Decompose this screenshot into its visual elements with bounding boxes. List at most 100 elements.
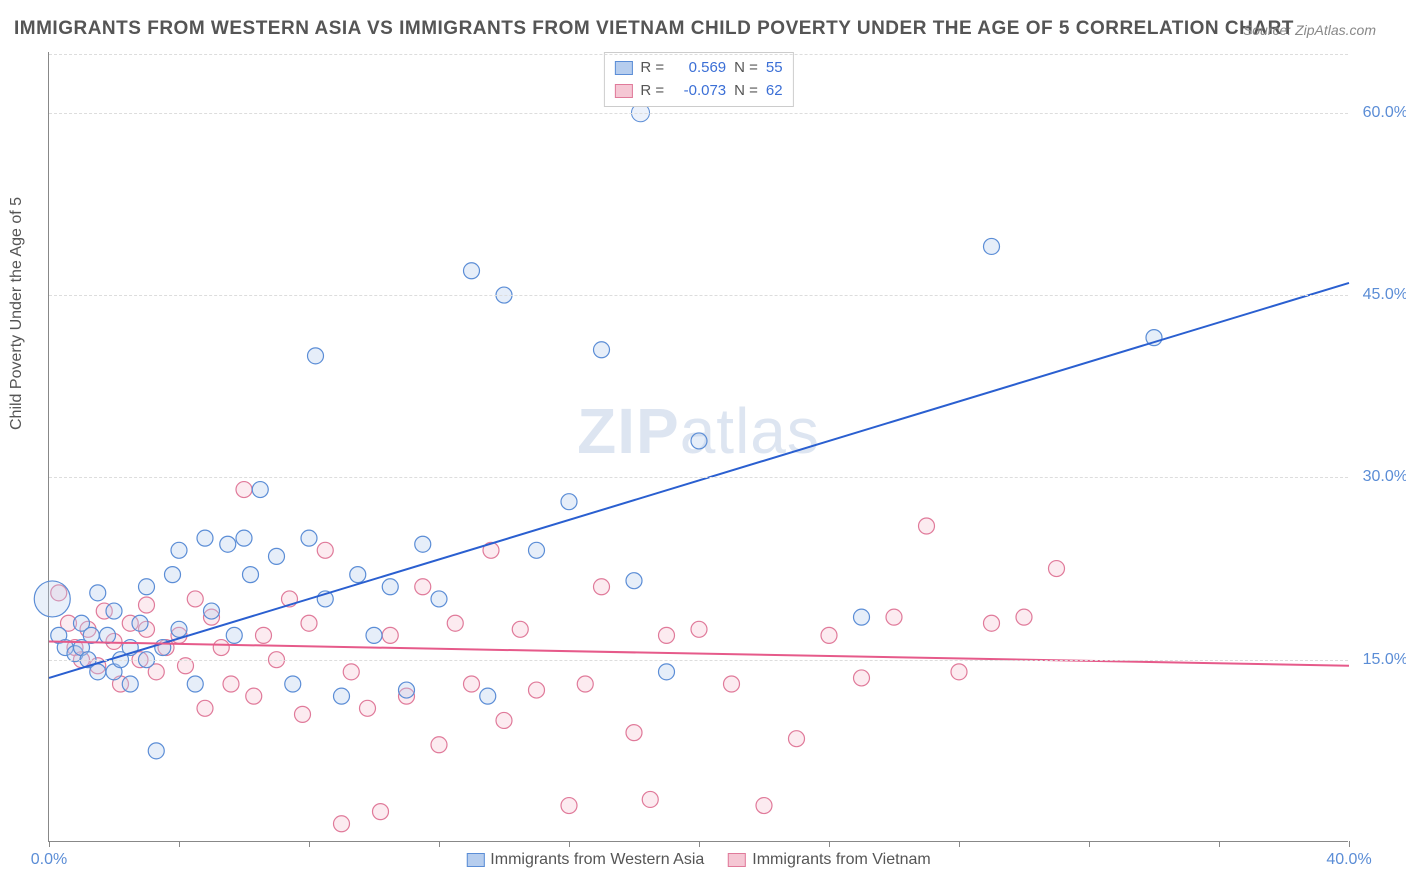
chart-title: IMMIGRANTS FROM WESTERN ASIA VS IMMIGRAN… [14, 18, 1294, 40]
legend-item-b: Immigrants from Vietnam [728, 851, 930, 869]
scatter-point-b [360, 700, 376, 716]
xtick [179, 841, 180, 847]
scatter-point-b [529, 682, 545, 698]
correlation-row-a: R = 0.569 N = 55 [614, 57, 782, 80]
scatter-point-a [187, 676, 203, 692]
scatter-point-a [382, 579, 398, 595]
scatter-point-b [691, 621, 707, 637]
scatter-point-b [139, 597, 155, 613]
source-label: Source: [1243, 22, 1291, 38]
n-value-b: 62 [766, 80, 783, 103]
scatter-point-a [171, 542, 187, 558]
scatter-point-a [165, 567, 181, 583]
swatch-series-a [614, 61, 632, 75]
scatter-point-a [415, 536, 431, 552]
scatter-point-b [415, 579, 431, 595]
correlation-legend: R = 0.569 N = 55 R = -0.073 N = 62 [603, 52, 793, 107]
r-value-b: -0.073 [672, 80, 726, 103]
scatter-point-b [256, 627, 272, 643]
source-attribution: Source: ZipAtlas.com [1243, 22, 1376, 38]
scatter-point-a [301, 530, 317, 546]
scatter-point-b [886, 609, 902, 625]
scatter-point-b [984, 615, 1000, 631]
xtick [1349, 841, 1350, 847]
trend-line-a [49, 283, 1349, 678]
scatter-point-b [854, 670, 870, 686]
scatter-point-a [148, 743, 164, 759]
scatter-point-a [366, 627, 382, 643]
scatter-point-a [285, 676, 301, 692]
scatter-point-b [821, 627, 837, 643]
scatter-point-a [90, 664, 106, 680]
scatter-point-b [512, 621, 528, 637]
scatter-point-a [252, 482, 268, 498]
swatch-bottom-b [728, 853, 746, 867]
legend-label-b: Immigrants from Vietnam [752, 851, 930, 869]
gridline-h [49, 660, 1348, 661]
legend-label-a: Immigrants from Western Asia [490, 851, 704, 869]
scatter-point-a [350, 567, 366, 583]
scatter-point-b [1016, 609, 1032, 625]
scatter-point-b [626, 725, 642, 741]
scatter-point-a [308, 348, 324, 364]
scatter-point-a [594, 342, 610, 358]
xtick [699, 841, 700, 847]
chart-svg [49, 52, 1348, 841]
scatter-point-b [334, 816, 350, 832]
scatter-point-a [984, 238, 1000, 254]
scatter-point-a [132, 615, 148, 631]
scatter-point-b [447, 615, 463, 631]
xtick [439, 841, 440, 847]
scatter-point-a [139, 579, 155, 595]
scatter-point-a [106, 603, 122, 619]
scatter-point-a [659, 664, 675, 680]
xtick [829, 841, 830, 847]
scatter-point-b [373, 804, 389, 820]
scatter-point-a [431, 591, 447, 607]
scatter-point-a [171, 621, 187, 637]
scatter-point-a-large [34, 581, 70, 617]
scatter-point-a [100, 627, 116, 643]
scatter-point-b [594, 579, 610, 595]
series-legend: Immigrants from Western Asia Immigrants … [466, 851, 930, 869]
trend-line-b [49, 641, 1349, 665]
scatter-point-b [951, 664, 967, 680]
scatter-point-a [269, 548, 285, 564]
scatter-point-b [577, 676, 593, 692]
scatter-point-a [243, 567, 259, 583]
scatter-point-a [854, 609, 870, 625]
ytick-label: 60.0% [1363, 104, 1406, 122]
scatter-point-a [204, 603, 220, 619]
xtick [309, 841, 310, 847]
xtick [569, 841, 570, 847]
gridline-h [49, 54, 1348, 55]
gridline-h [49, 295, 1348, 296]
xtick [49, 841, 50, 847]
scatter-point-a [561, 494, 577, 510]
xtick-label: 0.0% [31, 851, 67, 869]
scatter-point-b [343, 664, 359, 680]
ytick-label: 30.0% [1363, 468, 1406, 486]
ytick-label: 45.0% [1363, 286, 1406, 304]
gridline-h [49, 113, 1348, 114]
scatter-point-a [626, 573, 642, 589]
scatter-point-b [464, 676, 480, 692]
scatter-point-a [334, 688, 350, 704]
scatter-point-a [480, 688, 496, 704]
xtick-label: 40.0% [1326, 851, 1371, 869]
scatter-point-b [295, 706, 311, 722]
scatter-point-b [246, 688, 262, 704]
scatter-point-b [756, 798, 772, 814]
scatter-point-a [122, 676, 138, 692]
scatter-point-b [642, 791, 658, 807]
swatch-series-b [614, 84, 632, 98]
scatter-point-b [724, 676, 740, 692]
scatter-point-b [197, 700, 213, 716]
scatter-point-b [431, 737, 447, 753]
scatter-point-b [496, 712, 512, 728]
scatter-point-a [83, 627, 99, 643]
n-label-a: N = [734, 57, 758, 80]
legend-item-a: Immigrants from Western Asia [466, 851, 704, 869]
scatter-point-a [529, 542, 545, 558]
scatter-point-b [317, 542, 333, 558]
